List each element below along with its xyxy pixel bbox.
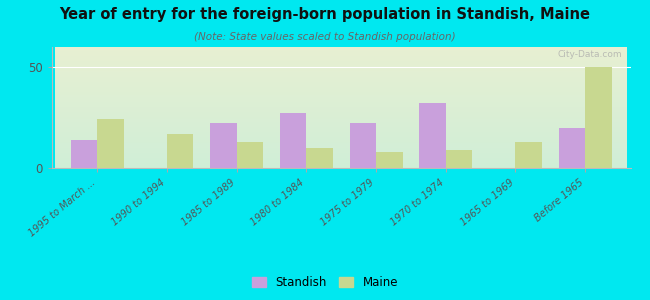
Bar [446, 150, 473, 168]
Bar [71, 140, 97, 168]
Text: Year of entry for the foreign-born population in Standish, Maine: Year of entry for the foreign-born popul… [60, 8, 590, 22]
Bar [419, 103, 446, 168]
Bar [350, 124, 376, 168]
Legend: Standish, Maine: Standish, Maine [248, 272, 402, 294]
Bar [237, 142, 263, 168]
Bar [167, 134, 194, 168]
Bar [280, 113, 306, 168]
Bar [585, 67, 612, 168]
Text: (Note: State values scaled to Standish population): (Note: State values scaled to Standish p… [194, 32, 456, 41]
Bar [98, 119, 124, 168]
Bar [515, 142, 542, 168]
Bar [376, 152, 402, 168]
Text: City-Data.com: City-Data.com [557, 50, 622, 59]
Bar [559, 128, 585, 168]
Bar [210, 124, 237, 168]
Bar [306, 148, 333, 168]
